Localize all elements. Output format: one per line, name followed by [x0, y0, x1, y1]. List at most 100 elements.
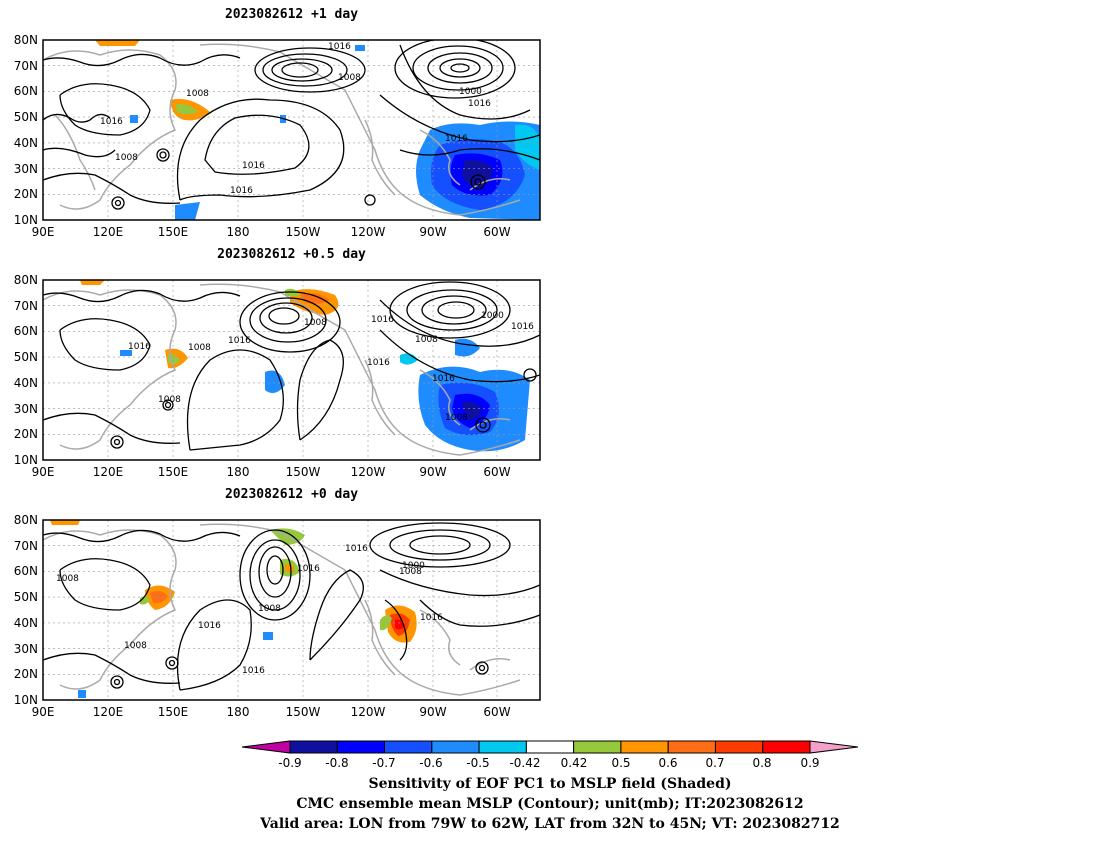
colorbar-tick-label: -0.9	[278, 756, 301, 770]
lat-tick-label: 80N	[14, 33, 38, 47]
lon-tick-label: 90E	[32, 705, 55, 719]
contour-label: 1008	[304, 318, 327, 328]
colorbar-tick-label: -0.42	[509, 756, 540, 770]
contour-label: 1016	[297, 564, 320, 574]
contour-label: 1000	[402, 561, 425, 571]
colorbar-bin	[714, 740, 764, 754]
colorbar-high-triangle	[809, 740, 859, 754]
colorbar-bin	[620, 740, 669, 754]
lon-tick-label: 60W	[483, 465, 510, 479]
colorbar-bin	[525, 740, 575, 754]
lon-tick-label: 150E	[158, 225, 189, 239]
colorbar-bin	[762, 740, 811, 754]
contour-label: 1008	[415, 335, 438, 345]
colorbar-tick-label: -0.8	[325, 756, 348, 770]
lat-tick-label: 40N	[14, 376, 38, 390]
lon-tick-label: 90E	[32, 465, 55, 479]
lon-tick-label: 120W	[351, 705, 386, 719]
contour-label: 1016	[468, 99, 491, 109]
sensitivity-shading-panel-2	[80, 280, 530, 452]
coastlines-panel-3	[43, 523, 521, 696]
colorbar-bin	[431, 740, 480, 754]
contour-label: 1008	[399, 567, 422, 577]
contour-label: 1008	[445, 413, 468, 423]
panel-2-title: 2023082612 +0.5 day	[217, 247, 366, 262]
contour-label: 1016	[371, 315, 394, 325]
lon-tick-label: 180	[227, 705, 250, 719]
lat-tick-label: 70N	[14, 539, 38, 553]
lat-tick-label: 60N	[14, 84, 38, 98]
lon-tick-label: 150E	[158, 465, 189, 479]
panel-1-frame	[42, 39, 541, 221]
contour-label: 1016	[420, 613, 443, 623]
colorbar-tick-label: 0.7	[705, 756, 724, 770]
contour-label: 1016	[230, 186, 253, 196]
colorbar-bin	[289, 740, 338, 754]
colorbar-bin	[478, 740, 527, 754]
colorbar-tick-label: 0.6	[658, 756, 677, 770]
lat-tick-label: 40N	[14, 136, 38, 150]
contour-label: 1008	[158, 395, 181, 405]
gridlines-panel-1	[43, 40, 540, 220]
contour-label: 1016	[242, 666, 265, 676]
lat-tick-label: 50N	[14, 590, 38, 604]
contour-label: 1016	[511, 322, 534, 332]
colorbar-tick-label: -0.5	[466, 756, 489, 770]
lon-tick-label: 150W	[286, 465, 321, 479]
lon-tick-label: 120E	[93, 225, 124, 239]
lat-tick-label: 10N	[14, 693, 38, 707]
contour-label: 1008	[186, 89, 209, 99]
colorbar-bin	[336, 740, 386, 754]
lat-tick-label: 30N	[14, 402, 38, 416]
caption-line-1: Sensitivity of EOF PC1 to MSLP field (Sh…	[368, 776, 732, 792]
caption-line-2: CMC ensemble mean MSLP (Contour); unit(m…	[296, 796, 804, 812]
lon-tick-label: 120W	[351, 465, 386, 479]
contour-label: 1008	[188, 343, 211, 353]
mslp-contours-panel-3	[43, 522, 540, 691]
map-panel-2: 1008 1016 1000 1016 1016 1016 1008 1016 …	[14, 273, 541, 479]
colorbar-tick-label: -0.7	[372, 756, 395, 770]
lat-tick-label: 50N	[14, 350, 38, 364]
mslp-contours-panel-2	[43, 281, 540, 451]
contour-label: 1000	[459, 87, 482, 97]
colorbar-bin	[384, 740, 433, 754]
contour-label: 1016	[100, 117, 123, 127]
colorbar-tick-label: 0.42	[561, 756, 588, 770]
contour-label: 1016	[228, 336, 251, 346]
lat-tick-label: 30N	[14, 162, 38, 176]
lon-tick-label: 90W	[419, 705, 446, 719]
lat-tick-label: 20N	[14, 427, 38, 441]
mslp-contours-panel-1	[43, 40, 540, 210]
lat-tick-label: 70N	[14, 299, 38, 313]
lat-tick-label: 60N	[14, 324, 38, 338]
contour-label: 1016	[198, 621, 221, 631]
colorbar-tick-label: 0.8	[752, 756, 771, 770]
contour-label: 1016	[242, 161, 265, 171]
panel-3-title: 2023082612 +0 day	[224, 487, 359, 502]
panel-3-frame	[42, 519, 541, 701]
colorbar: -0.9 -0.8 -0.7 -0.6 -0.5 -0.42 0.42 0.5 …	[241, 740, 859, 770]
map-panel-3: 1016 1016 1000 1008 1008 1008 1016 1016 …	[14, 513, 541, 719]
lat-tick-label: 70N	[14, 59, 38, 73]
sensitivity-shading-panel-1	[95, 40, 540, 220]
lat-tick-label: 60N	[14, 564, 38, 578]
contour-label: 1016	[432, 374, 455, 384]
lon-tick-label: 150W	[286, 225, 321, 239]
lat-tick-label: 10N	[14, 453, 38, 467]
lat-tick-label: 20N	[14, 667, 38, 681]
lat-tick-label: 80N	[14, 513, 38, 527]
contour-label: 1008	[56, 574, 79, 584]
lon-tick-label: 90W	[419, 225, 446, 239]
lon-tick-label: 180	[227, 225, 250, 239]
lat-tick-label: 40N	[14, 616, 38, 630]
lon-tick-label: 60W	[483, 705, 510, 719]
lon-tick-label: 150E	[158, 705, 189, 719]
panel-1-title: 2023082612 +1 day	[224, 7, 359, 22]
colorbar-tick-label: -0.6	[419, 756, 442, 770]
sensitivity-shading-panel-3	[50, 520, 417, 698]
caption-line-3: Valid area: LON from 79W to 62W, LAT fro…	[260, 816, 840, 832]
contour-label: 1008	[124, 641, 147, 651]
contour-label: 1008	[338, 73, 361, 83]
map-panel-1: 1016 1008 1008 1016 1000 1016 1016 1008 …	[14, 33, 541, 239]
